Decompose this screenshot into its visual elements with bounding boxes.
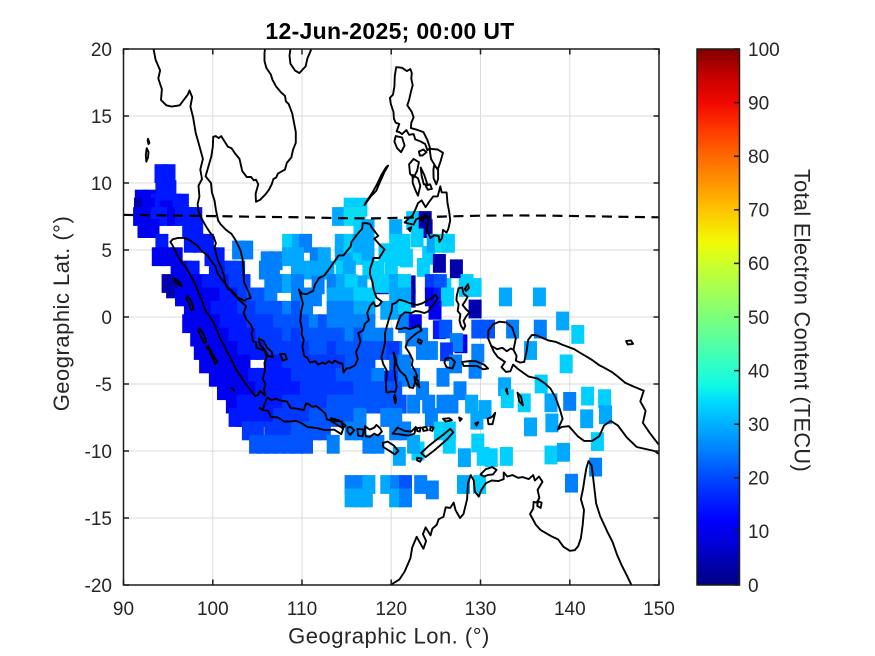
svg-text:0: 0 [748, 576, 759, 597]
svg-text:30: 30 [748, 415, 769, 436]
svg-text:120: 120 [375, 599, 407, 620]
svg-text:-20: -20 [85, 576, 112, 597]
svg-text:10: 10 [748, 522, 769, 543]
svg-text:130: 130 [465, 599, 497, 620]
svg-text:40: 40 [748, 361, 769, 382]
svg-text:10: 10 [91, 174, 112, 195]
svg-text:Geographic Lat. (°): Geographic Lat. (°) [49, 216, 74, 412]
svg-text:-5: -5 [95, 375, 112, 396]
svg-text:5: 5 [101, 241, 112, 262]
svg-text:50: 50 [748, 308, 769, 329]
svg-text:12-Jun-2025; 00:00 UT: 12-Jun-2025; 00:00 UT [265, 18, 514, 44]
svg-text:80: 80 [748, 147, 769, 168]
svg-text:Geographic Lon. (°): Geographic Lon. (°) [288, 624, 490, 649]
svg-text:110: 110 [287, 599, 317, 620]
svg-text:60: 60 [748, 254, 769, 275]
svg-text:100: 100 [197, 599, 229, 620]
svg-text:15: 15 [91, 107, 112, 128]
svg-text:-10: -10 [85, 442, 112, 463]
svg-text:-15: -15 [85, 509, 112, 530]
svg-text:0: 0 [101, 308, 112, 329]
svg-text:20: 20 [91, 40, 112, 61]
svg-text:90: 90 [748, 93, 769, 114]
svg-text:100: 100 [748, 40, 780, 61]
svg-text:20: 20 [748, 469, 769, 490]
svg-text:140: 140 [554, 599, 586, 620]
svg-text:70: 70 [748, 201, 769, 222]
svg-text:150: 150 [643, 599, 675, 620]
svg-text:90: 90 [113, 599, 134, 620]
svg-text:Total Electron Content (TECU): Total Electron Content (TECU) [790, 169, 815, 472]
